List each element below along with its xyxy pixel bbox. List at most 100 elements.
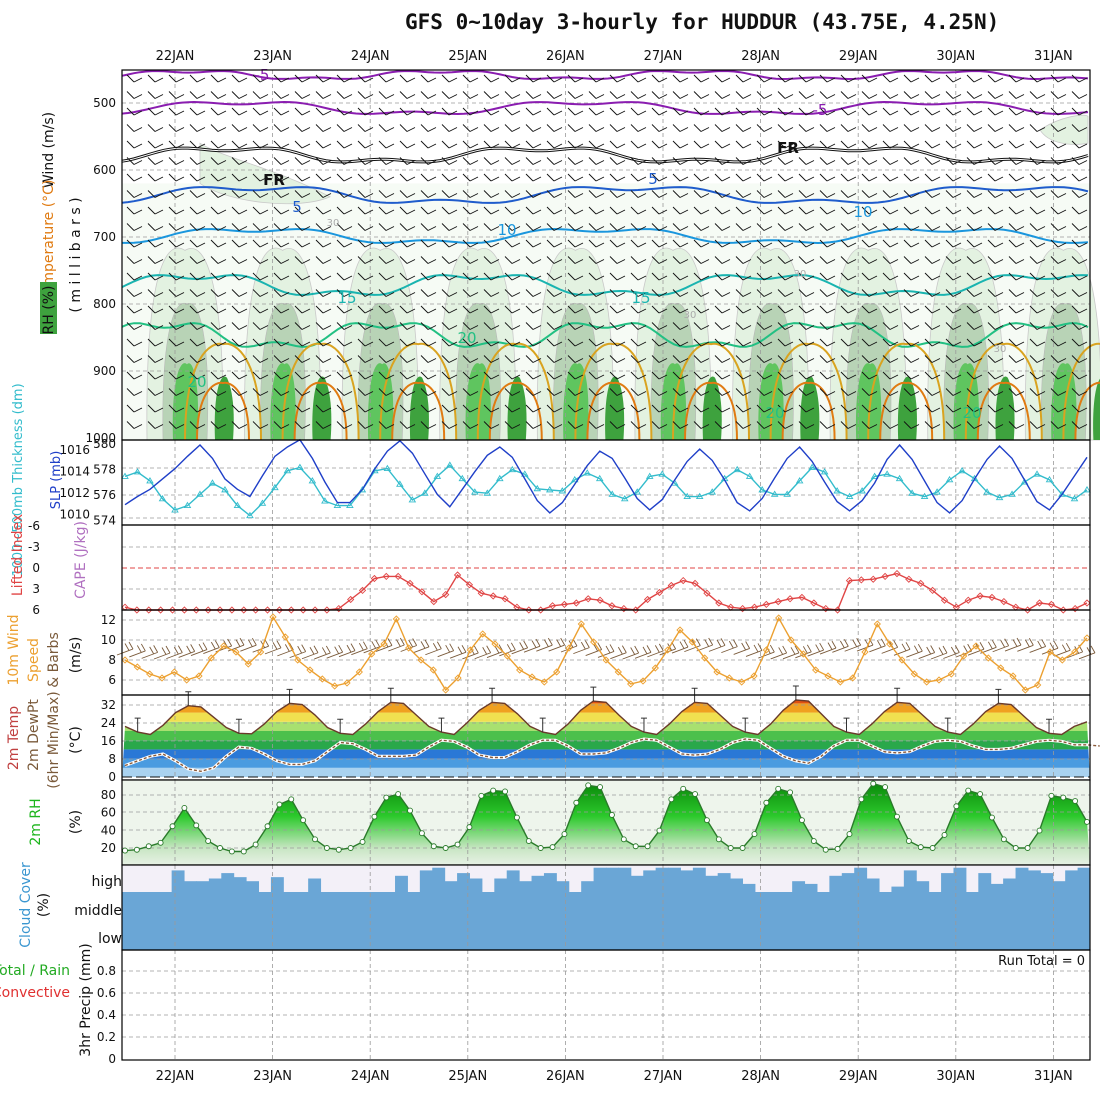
wind-barb	[588, 206, 605, 215]
panel-ylabel: 3hr Precip (mm)	[78, 943, 94, 1056]
wind-barb	[798, 107, 815, 116]
wind-barb	[987, 206, 1004, 215]
wind-barb	[882, 289, 899, 297]
wind-speed-point	[281, 633, 289, 641]
wind-barb	[189, 322, 206, 330]
wind-barb	[483, 239, 500, 248]
wind-barb	[651, 91, 668, 99]
wind-barb	[231, 289, 248, 297]
rh2m-point	[917, 844, 924, 851]
wind-barb	[504, 157, 521, 165]
wind-barb	[441, 421, 458, 429]
wind-barb	[483, 404, 500, 413]
wind-barb	[714, 206, 731, 215]
wind-barb	[1050, 305, 1067, 314]
rh2m-point	[430, 843, 437, 850]
wind-barb	[168, 404, 185, 413]
cloud-high-bar	[692, 867, 706, 892]
thickness-point	[271, 483, 279, 491]
wind-speed-point	[417, 656, 425, 664]
wind-barb	[504, 190, 521, 198]
lifted-index-point	[548, 602, 557, 610]
wind-barb	[756, 305, 773, 314]
barb-10m	[548, 637, 566, 652]
wind-barb	[147, 124, 164, 132]
wind-barb	[546, 371, 563, 380]
wind-barb	[231, 173, 248, 182]
ylabel-wind: Wind (m/s)	[41, 112, 57, 188]
lifted-index-point	[477, 589, 485, 597]
cloud-high-bar	[903, 870, 917, 892]
wind-barb	[126, 140, 143, 149]
wind-barb	[294, 91, 311, 99]
barb-10m	[338, 643, 356, 658]
wind-barb	[735, 157, 752, 165]
wind-barb	[609, 272, 626, 281]
wind-barb	[1050, 124, 1067, 132]
rh-legend-swatch	[40, 282, 57, 334]
wind-barb	[168, 289, 185, 297]
wind-barb	[714, 289, 731, 297]
wind-barb	[1008, 140, 1025, 149]
wind-barb	[483, 173, 500, 182]
cloud-level-label: high	[91, 874, 122, 890]
wind-barb	[1050, 289, 1067, 297]
wind-barb	[441, 355, 458, 363]
thickness-point	[471, 488, 479, 495]
wind-barb	[924, 190, 941, 198]
wind-barb	[924, 256, 941, 264]
wind-speed-point	[466, 646, 474, 654]
wind-speed-point	[1071, 648, 1079, 656]
wind-barb	[861, 223, 878, 231]
wind-barb	[1029, 124, 1046, 132]
contour-30	[488, 381, 543, 441]
contour-label: 10	[853, 203, 872, 221]
wind-barb	[504, 388, 521, 396]
wind-barb	[903, 421, 920, 429]
wind-barb	[1029, 91, 1046, 99]
wind-barb	[861, 107, 878, 116]
cloud-high-bar	[1052, 881, 1066, 892]
wind-barb	[1029, 355, 1046, 363]
wind-barb	[798, 338, 815, 347]
wind-barb	[735, 74, 752, 83]
cloud-high-bar	[705, 875, 719, 892]
wind-barb	[693, 404, 710, 413]
thickness-point	[333, 501, 342, 509]
wind-barb	[357, 206, 374, 215]
wind-barb	[378, 206, 395, 215]
wind-barb	[903, 74, 920, 83]
wind-barb	[462, 371, 479, 380]
wind-barb	[672, 371, 689, 380]
barb-10m	[301, 645, 319, 660]
wind-barb	[294, 371, 311, 380]
wind-barb	[609, 388, 626, 396]
wind-barb	[504, 338, 521, 347]
wind-barb	[882, 322, 899, 330]
wind-barb	[777, 421, 794, 429]
wind-barb	[546, 239, 563, 248]
wind-barb	[672, 223, 689, 231]
wind-speed-point	[849, 674, 857, 682]
wind-barb	[672, 322, 689, 330]
wind-barb	[546, 272, 563, 281]
wind-speed-point	[454, 674, 462, 682]
lifted-index-point	[798, 593, 806, 602]
wind-barb	[840, 223, 857, 231]
wind-barb	[1071, 256, 1088, 264]
wind-barb	[357, 173, 374, 182]
panel-ylabel: CAPE (J/kg)	[73, 521, 89, 599]
wind-barb	[630, 388, 647, 396]
barb-10m	[536, 637, 553, 652]
wind-barb	[861, 140, 878, 149]
minmax-bar	[185, 691, 192, 706]
wind-barb	[714, 239, 731, 248]
wind-barb	[693, 239, 710, 248]
wind-barb	[1071, 239, 1088, 248]
wind-speed-point	[972, 642, 980, 650]
thickness-point	[758, 486, 766, 493]
barb-10m	[203, 640, 220, 655]
wind-barb	[168, 272, 185, 281]
wind-barb	[231, 206, 248, 215]
rh2m-line	[124, 782, 1088, 853]
